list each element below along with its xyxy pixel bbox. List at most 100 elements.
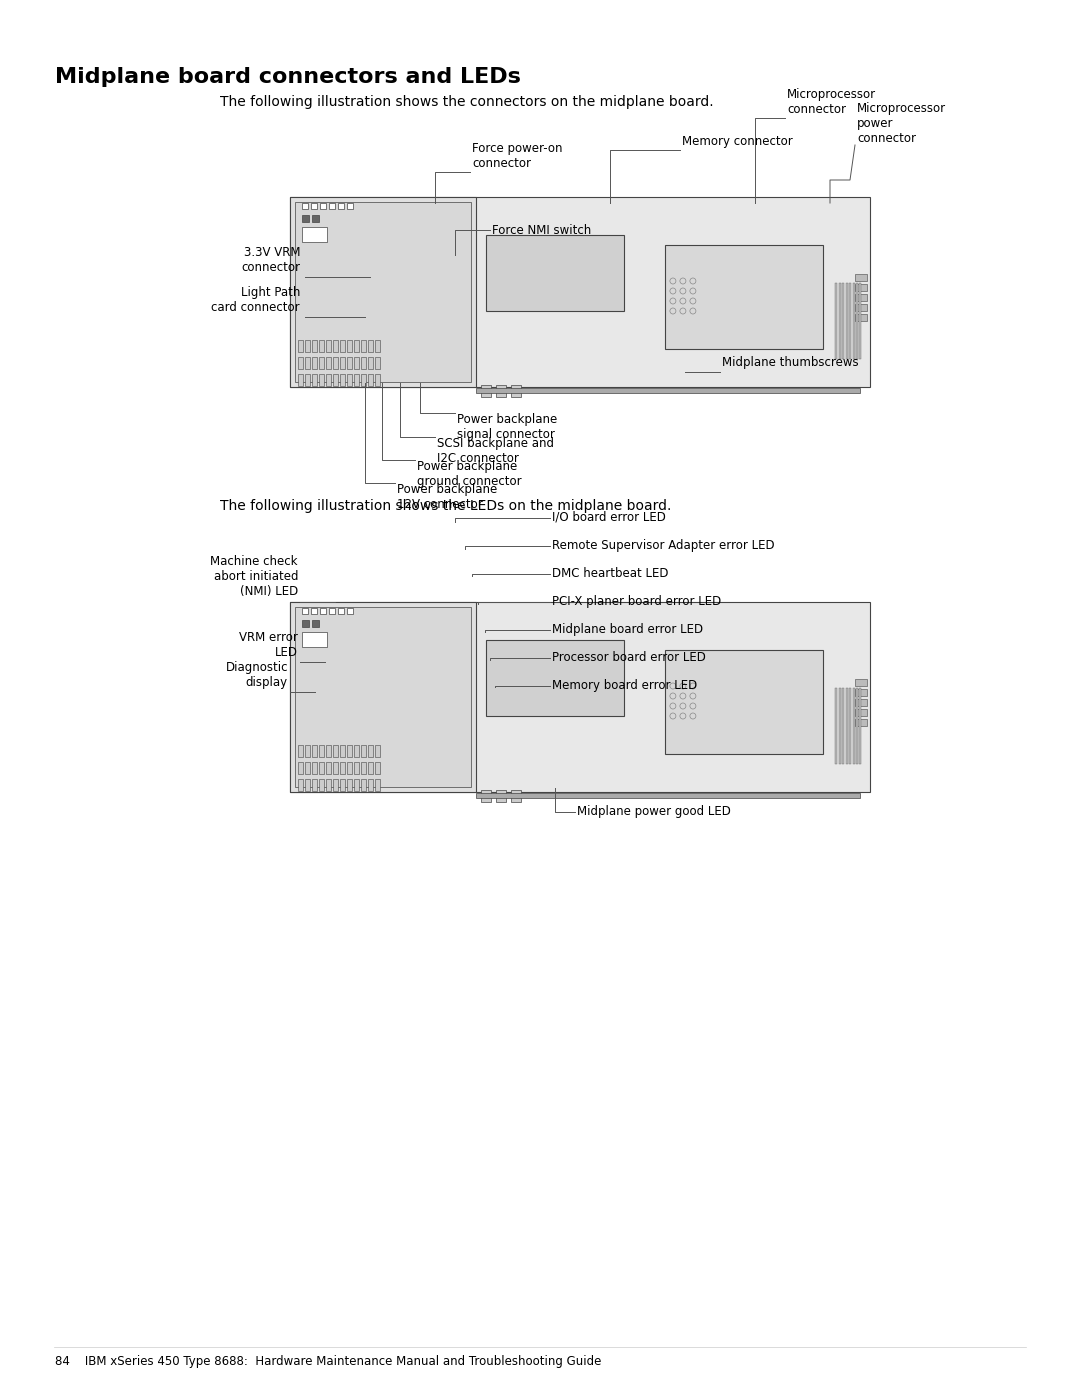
Text: Force power-on
connector: Force power-on connector: [472, 142, 563, 170]
Bar: [291, 197, 475, 387]
Bar: [338, 608, 345, 615]
Bar: [298, 761, 303, 774]
Bar: [302, 226, 327, 242]
Text: I/O board error LED: I/O board error LED: [552, 510, 666, 524]
Bar: [312, 620, 319, 627]
Bar: [319, 339, 324, 352]
Bar: [855, 689, 867, 696]
Bar: [860, 282, 862, 359]
Bar: [302, 215, 309, 222]
Bar: [305, 745, 310, 757]
Bar: [298, 780, 303, 791]
Bar: [333, 374, 338, 386]
Bar: [496, 386, 505, 397]
Bar: [354, 745, 359, 757]
Bar: [319, 374, 324, 386]
Text: The following illustration shows the LEDs on the midplane board.: The following illustration shows the LED…: [220, 499, 672, 513]
Text: Midplane board error LED: Midplane board error LED: [552, 623, 703, 636]
Bar: [338, 203, 345, 210]
Bar: [855, 293, 867, 300]
Bar: [305, 358, 310, 369]
Bar: [298, 358, 303, 369]
Text: Machine check
abort initiated
(NMI) LED: Machine check abort initiated (NMI) LED: [211, 555, 298, 598]
Bar: [852, 282, 854, 359]
Bar: [326, 780, 330, 791]
Bar: [298, 745, 303, 757]
Bar: [319, 780, 324, 791]
Bar: [326, 374, 330, 386]
Bar: [375, 780, 380, 791]
Text: Power backplane
signal connector: Power backplane signal connector: [457, 414, 557, 441]
Bar: [326, 761, 330, 774]
Text: Force NMI switch: Force NMI switch: [492, 224, 591, 236]
Bar: [319, 745, 324, 757]
Bar: [375, 339, 380, 352]
Bar: [856, 282, 858, 359]
Bar: [302, 631, 327, 647]
Bar: [665, 244, 823, 349]
Bar: [354, 339, 359, 352]
Bar: [368, 374, 373, 386]
Bar: [347, 761, 352, 774]
Bar: [320, 203, 326, 210]
Bar: [665, 650, 823, 754]
Bar: [312, 745, 318, 757]
Text: Power backplane
ground connector: Power backplane ground connector: [417, 460, 522, 488]
Bar: [340, 358, 345, 369]
Bar: [361, 374, 366, 386]
Bar: [305, 374, 310, 386]
Bar: [340, 339, 345, 352]
Bar: [368, 339, 373, 352]
Text: Light Path
card connector: Light Path card connector: [212, 286, 300, 314]
Bar: [302, 620, 309, 627]
Bar: [347, 358, 352, 369]
Bar: [347, 374, 352, 386]
Text: Microprocessor
connector: Microprocessor connector: [787, 88, 876, 116]
Bar: [496, 789, 505, 802]
Text: The following illustration shows the connectors on the midplane board.: The following illustration shows the con…: [220, 95, 714, 109]
Bar: [361, 780, 366, 791]
Text: Midplane board connectors and LEDs: Midplane board connectors and LEDs: [55, 67, 521, 87]
Bar: [329, 203, 335, 210]
Bar: [375, 358, 380, 369]
Text: Processor board error LED: Processor board error LED: [552, 651, 706, 664]
Bar: [312, 761, 318, 774]
Bar: [486, 235, 623, 312]
Bar: [312, 358, 318, 369]
Bar: [368, 761, 373, 774]
Bar: [340, 745, 345, 757]
Bar: [326, 745, 330, 757]
Bar: [340, 761, 345, 774]
Bar: [298, 374, 303, 386]
Bar: [354, 374, 359, 386]
Bar: [852, 687, 854, 764]
Bar: [312, 780, 318, 791]
Bar: [375, 745, 380, 757]
Bar: [375, 374, 380, 386]
Bar: [511, 386, 521, 397]
Bar: [855, 313, 867, 320]
Text: VRM error
LED: VRM error LED: [239, 631, 298, 659]
Bar: [347, 203, 353, 210]
Bar: [856, 687, 858, 764]
Bar: [326, 358, 330, 369]
Bar: [340, 780, 345, 791]
Bar: [361, 745, 366, 757]
Bar: [860, 687, 862, 764]
Bar: [855, 698, 867, 705]
Bar: [835, 282, 837, 359]
Bar: [842, 282, 843, 359]
Bar: [311, 203, 318, 210]
Bar: [302, 203, 308, 210]
Bar: [319, 358, 324, 369]
Bar: [849, 687, 851, 764]
Bar: [340, 374, 345, 386]
Bar: [333, 780, 338, 791]
Bar: [361, 339, 366, 352]
Text: Remote Supervisor Adapter error LED: Remote Supervisor Adapter error LED: [552, 538, 774, 552]
Bar: [838, 687, 840, 764]
Bar: [347, 608, 353, 615]
Bar: [375, 761, 380, 774]
Bar: [838, 282, 840, 359]
Bar: [312, 339, 318, 352]
